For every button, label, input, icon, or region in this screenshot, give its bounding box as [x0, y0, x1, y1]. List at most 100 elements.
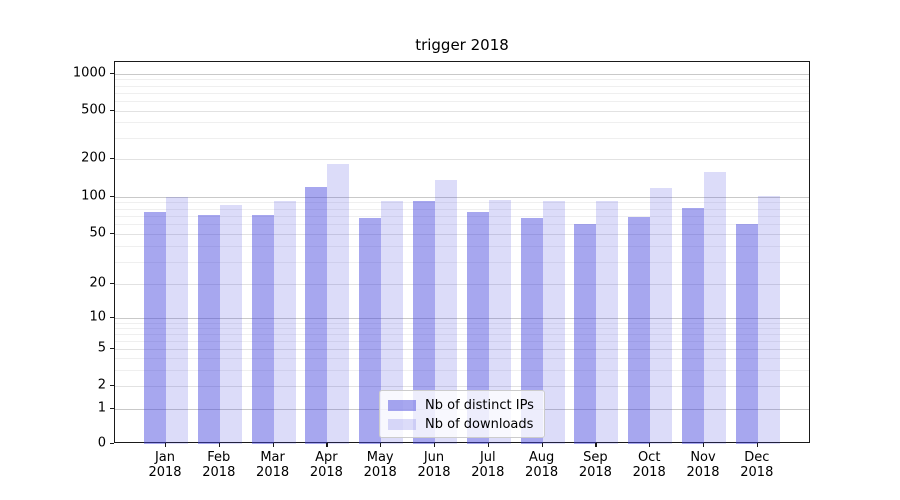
x-tick-label: Sep 2018 [578, 450, 612, 480]
gridline [115, 386, 809, 387]
x-tick [380, 443, 382, 447]
y-tick-label: 2 [97, 377, 106, 393]
gridline [115, 283, 809, 285]
x-tick [434, 443, 436, 447]
legend-item-distinct-ips: Nb of distinct IPs [388, 396, 536, 414]
bar-downloads [435, 180, 457, 444]
gridline [115, 317, 809, 319]
y-tick-label: 5 [97, 340, 106, 356]
y-tick-label: 200 [81, 150, 106, 166]
x-tick [487, 443, 489, 447]
bar-downloads [704, 171, 726, 444]
bar-distinct-ips [628, 216, 651, 444]
gridline-minor [115, 122, 809, 124]
bar-distinct-ips [305, 186, 328, 444]
x-tick-label: Jun 2018 [417, 450, 451, 480]
gridline [115, 158, 809, 160]
bar-downloads [381, 200, 404, 444]
x-tick [165, 443, 167, 447]
x-tick-label: Oct 2018 [632, 450, 666, 480]
bar-downloads [757, 195, 780, 444]
x-tick-label: Dec 2018 [740, 450, 774, 480]
x-tick [272, 443, 274, 447]
x-tick-label: Nov 2018 [686, 450, 720, 480]
gridline-minor [115, 261, 809, 263]
legend: Nb of distinct IPs Nb of downloads [379, 390, 545, 438]
y-tick [110, 233, 114, 235]
y-tick-label: 1000 [72, 65, 106, 80]
bar-distinct-ips [359, 217, 382, 444]
gridline-minor [115, 208, 809, 210]
gridline-minor [115, 358, 809, 360]
x-tick-label: May 2018 [363, 450, 397, 480]
legend-swatch-downloads [388, 418, 416, 430]
y-tick [110, 109, 114, 111]
x-tick [649, 443, 651, 447]
y-tick [110, 72, 114, 74]
bar-distinct-ips [520, 218, 543, 444]
legend-item-downloads: Nb of downloads [388, 415, 536, 433]
bar-downloads [327, 163, 350, 444]
bar-downloads [650, 188, 673, 444]
gridline-minor [115, 79, 809, 81]
y-tick [110, 443, 114, 445]
plot-area [114, 61, 810, 444]
gridline-minor [115, 341, 809, 342]
x-tick-label: Jan 2018 [148, 450, 182, 480]
bar-distinct-ips [251, 214, 274, 444]
y-tick [110, 408, 114, 410]
y-tick [110, 282, 114, 284]
bar-downloads [273, 200, 296, 444]
gridline-minor [115, 224, 809, 226]
legend-label-downloads: Nb of downloads [425, 416, 534, 432]
bar-distinct-ips [574, 224, 597, 444]
y-tick-label: 50 [89, 225, 106, 241]
bar-distinct-ips [682, 208, 704, 444]
gridline-minor [115, 100, 809, 102]
bar-distinct-ips [197, 214, 220, 444]
x-tick-label: Mar 2018 [256, 450, 290, 480]
x-tick [595, 443, 597, 447]
gridline-minor [115, 92, 809, 94]
y-tick-label: 500 [81, 102, 106, 118]
y-tick-label: 20 [89, 275, 106, 290]
y-tick-label: 100 [81, 188, 106, 204]
y-tick [110, 316, 114, 318]
gridline-minor [115, 246, 809, 248]
y-tick [110, 348, 114, 350]
bar-downloads [488, 200, 511, 444]
x-tick [218, 443, 220, 447]
gridline-minor [115, 322, 809, 324]
x-tick [326, 443, 328, 447]
bar-downloads [166, 196, 188, 444]
x-tick [756, 443, 758, 447]
bar-downloads [596, 200, 619, 444]
y-tick-label: 0 [97, 435, 106, 451]
x-tick [703, 443, 705, 447]
y-tick-label: 1 [97, 400, 106, 416]
bar-distinct-ips [144, 212, 166, 444]
bar-downloads [542, 201, 565, 444]
chart-title: trigger 2018 [415, 36, 509, 54]
x-tick-label: Feb 2018 [202, 450, 236, 480]
legend-swatch-distinct-ips [388, 399, 416, 411]
gridline-minor [115, 137, 809, 139]
gridline [115, 196, 809, 198]
legend-label-distinct-ips: Nb of distinct IPs [425, 397, 534, 413]
y-tick [110, 157, 114, 159]
x-tick-label: Aug 2018 [525, 450, 559, 480]
gridline-minor [115, 216, 809, 217]
gridline [115, 110, 809, 112]
gridline [115, 73, 809, 75]
y-tick [110, 385, 114, 387]
gridline [115, 234, 809, 236]
gridline-minor [115, 202, 809, 204]
gridline [115, 349, 809, 351]
gridline-minor [115, 334, 809, 335]
bar-distinct-ips [466, 212, 489, 444]
bar-distinct-ips [413, 200, 435, 444]
x-tick-label: Apr 2018 [309, 450, 343, 480]
bar-distinct-ips [735, 224, 758, 444]
bar-downloads [219, 204, 242, 444]
